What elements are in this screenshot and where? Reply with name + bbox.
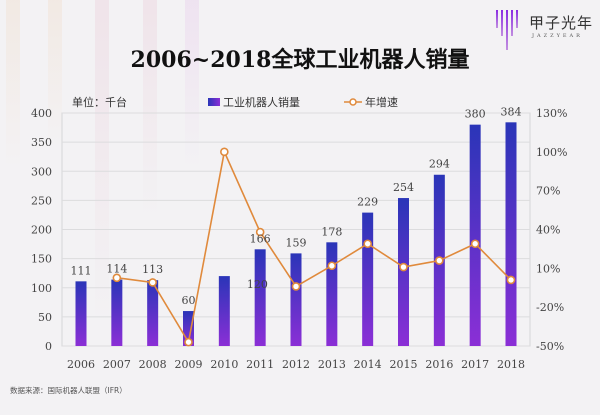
left-tick-label: 400 [31,107,52,120]
x-tick-label: 2013 [318,358,346,371]
x-tick-label: 2016 [425,358,453,371]
x-tick-label: 2012 [282,358,310,371]
right-tick-label: -20% [536,301,564,314]
left-tick-label: 150 [31,253,52,266]
legend-item-bar: 工业机器人销量 [208,94,300,110]
legend-swatch-line [344,98,362,106]
bar-value-label: 114 [106,263,127,276]
right-tick-label: 130% [536,107,567,120]
left-tick-label: 0 [45,340,52,353]
left-tick-label: 250 [31,194,52,207]
bar-value-label: 159 [286,236,307,249]
logo-name: 甲子光年 [529,14,594,32]
bar-value-label: 120 [247,278,268,291]
bar [469,124,481,347]
x-tick-label: 2011 [246,358,274,371]
logo-sub: JAZZYEAR [532,33,583,39]
left-tick-label: 200 [31,224,52,237]
growth-line [116,149,512,345]
bar [326,242,338,346]
legend-swatch-bar [208,98,220,106]
bar [147,280,159,346]
bar [505,122,517,346]
growth-point [506,275,516,285]
x-tick-label: 2008 [139,358,167,371]
growth-point [291,282,301,291]
right-tick-label: 100% [536,146,567,159]
decor-stripe [95,0,109,330]
bar-value-label: 229 [357,196,378,209]
bar-value-label: 111 [71,264,92,277]
bar [183,311,194,346]
bar-value-label: 166 [250,232,271,245]
decor-stripe [48,0,62,150]
growth-point [399,262,408,272]
growth-point [148,278,157,287]
x-tick-label: 2017 [461,358,489,371]
bar [254,249,266,346]
bar-value-label: 113 [142,263,163,276]
unit-label: 单位：千台 [72,96,127,109]
right-tick-label: 40% [536,224,560,237]
right-tick-label: -50% [536,340,564,353]
bar [290,253,302,346]
left-tick-label: 50 [38,311,52,324]
left-tick-label: 100 [31,282,52,295]
logo: 甲子光年 JAZZYEAR [496,6,596,51]
growth-point [112,273,122,283]
growth-point [470,239,480,249]
decor-stripe [143,0,157,220]
right-tick-label: 70% [536,185,560,198]
x-tick-label: 2010 [210,358,238,371]
bar [218,276,230,346]
bar-value-label: 178 [321,225,342,238]
bar [398,198,409,346]
growth-point [220,147,229,157]
growth-point [255,227,265,237]
bar-value-label: 294 [429,158,450,171]
x-tick-label: 2006 [67,358,95,371]
legend-label-line: 年增速 [365,96,398,109]
x-tick-label: 2018 [497,358,525,371]
legend-label-bar: 工业机器人销量 [223,96,300,109]
bar-value-label: 254 [393,181,414,194]
x-tick-label: 2009 [175,358,203,371]
growth-point [363,239,372,249]
growth-point [435,256,444,265]
bar-value-label: 384 [501,105,522,118]
growth-point [184,337,193,347]
bar [111,279,123,346]
x-tick-label: 2007 [103,358,131,371]
decor-stripe [6,0,20,170]
left-tick-label: 300 [31,165,52,178]
bar [75,281,87,346]
bar-value-label: 60 [182,294,196,307]
data-source: 数据来源：国际机器人联盟（IFR） [10,386,127,395]
x-tick-label: 2014 [354,358,382,371]
right-tick-label: 10% [536,262,560,275]
decor-stripe [185,0,199,170]
bar-value-label: 380 [465,108,486,121]
x-tick-label: 2015 [390,358,418,371]
chart-title: 2006~2018全球工业机器人销量 [130,47,470,73]
left-tick-label: 350 [31,136,52,149]
bar [362,212,374,346]
growth-point [327,261,337,271]
legend-item-line: 年增速 [344,94,398,110]
